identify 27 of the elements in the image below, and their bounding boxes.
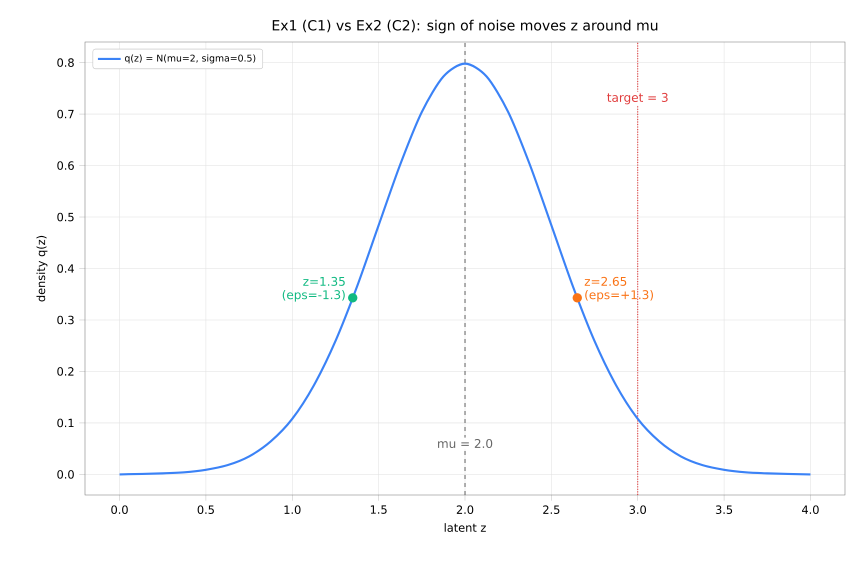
y-tick-label: 0.6 <box>57 161 74 170</box>
annotation: z=2.65 (eps=+1.3) <box>584 276 653 302</box>
x-tick-label: 0.5 <box>198 505 214 514</box>
x-axis-title: latent z <box>444 523 486 532</box>
annotation: target = 3 <box>607 92 668 104</box>
line-series <box>118 62 812 476</box>
x-tick-label: 3.5 <box>716 505 732 514</box>
y-axis-title: density q(z) <box>36 236 48 302</box>
y-tick-label: 0.7 <box>57 110 74 118</box>
annotation: z=1.35 (eps=-1.3) <box>282 276 345 302</box>
x-tick-label: 2.0 <box>456 505 474 514</box>
annotation: mu = 2.0 <box>438 438 492 448</box>
x-tick-label: 1.0 <box>284 505 301 514</box>
chart-title: Ex1 (C1) vs Ex2 (C2): sign of noise moves z around mu <box>272 20 658 34</box>
y-tick-label: 0.2 <box>57 367 74 376</box>
y-tick-label: 0.8 <box>57 58 74 67</box>
x-tick-label: 0.0 <box>111 505 128 514</box>
y-tick-label: 0.3 <box>57 316 74 324</box>
x-tick-label: 3.0 <box>630 505 646 514</box>
x-tick-label: 4.0 <box>802 505 819 514</box>
y-tick-label: 0.1 <box>57 418 74 428</box>
x-tick-label: 2.5 <box>543 505 560 514</box>
y-tick-label: 0.4 <box>57 264 74 273</box>
y-tick-label: 0.5 <box>57 212 74 222</box>
y-tick-label: 0.0 <box>57 470 74 479</box>
legend-label: q(z) = N(mu=2, sigma=0.5) <box>124 54 256 64</box>
x-tick-label: 1.5 <box>370 505 387 514</box>
